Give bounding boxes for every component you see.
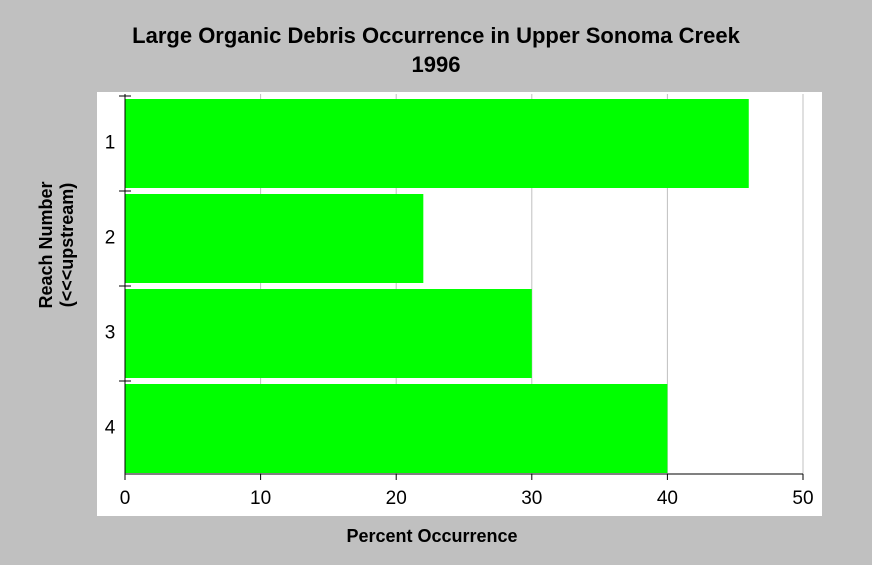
bar-reach-3 (125, 289, 532, 378)
chart-subtitle: 1996 (412, 52, 461, 77)
y-tick-label-3: 3 (105, 323, 116, 344)
bar-reach-1 (125, 99, 749, 188)
x-tick-label-10: 10 (250, 488, 271, 509)
axes: 0 10 20 30 40 50 1 2 3 4 (105, 94, 814, 509)
x-tick-label-30: 30 (521, 488, 542, 509)
y-tick-label-4: 4 (105, 418, 116, 439)
y-axis-label-line-2: (<<<upstream) (57, 183, 77, 308)
chart-title: Large Organic Debris Occurrence in Upper… (132, 23, 740, 48)
y-axis-label: Reach Number (<<<upstream) (36, 181, 77, 308)
y-axis-label-line-1: Reach Number (36, 181, 56, 308)
bar-reach-2 (125, 194, 424, 283)
bar-reach-4 (125, 384, 668, 473)
x-tick-label-50: 50 (792, 488, 813, 509)
x-tick-label-20: 20 (386, 488, 407, 509)
x-tick-label-0: 0 (120, 488, 131, 509)
y-tick-label-2: 2 (105, 228, 116, 249)
bars (125, 99, 749, 473)
y-tick-label-1: 1 (105, 133, 116, 154)
x-axis-label: Percent Occurrence (346, 526, 517, 546)
x-tick-label-40: 40 (657, 488, 678, 509)
